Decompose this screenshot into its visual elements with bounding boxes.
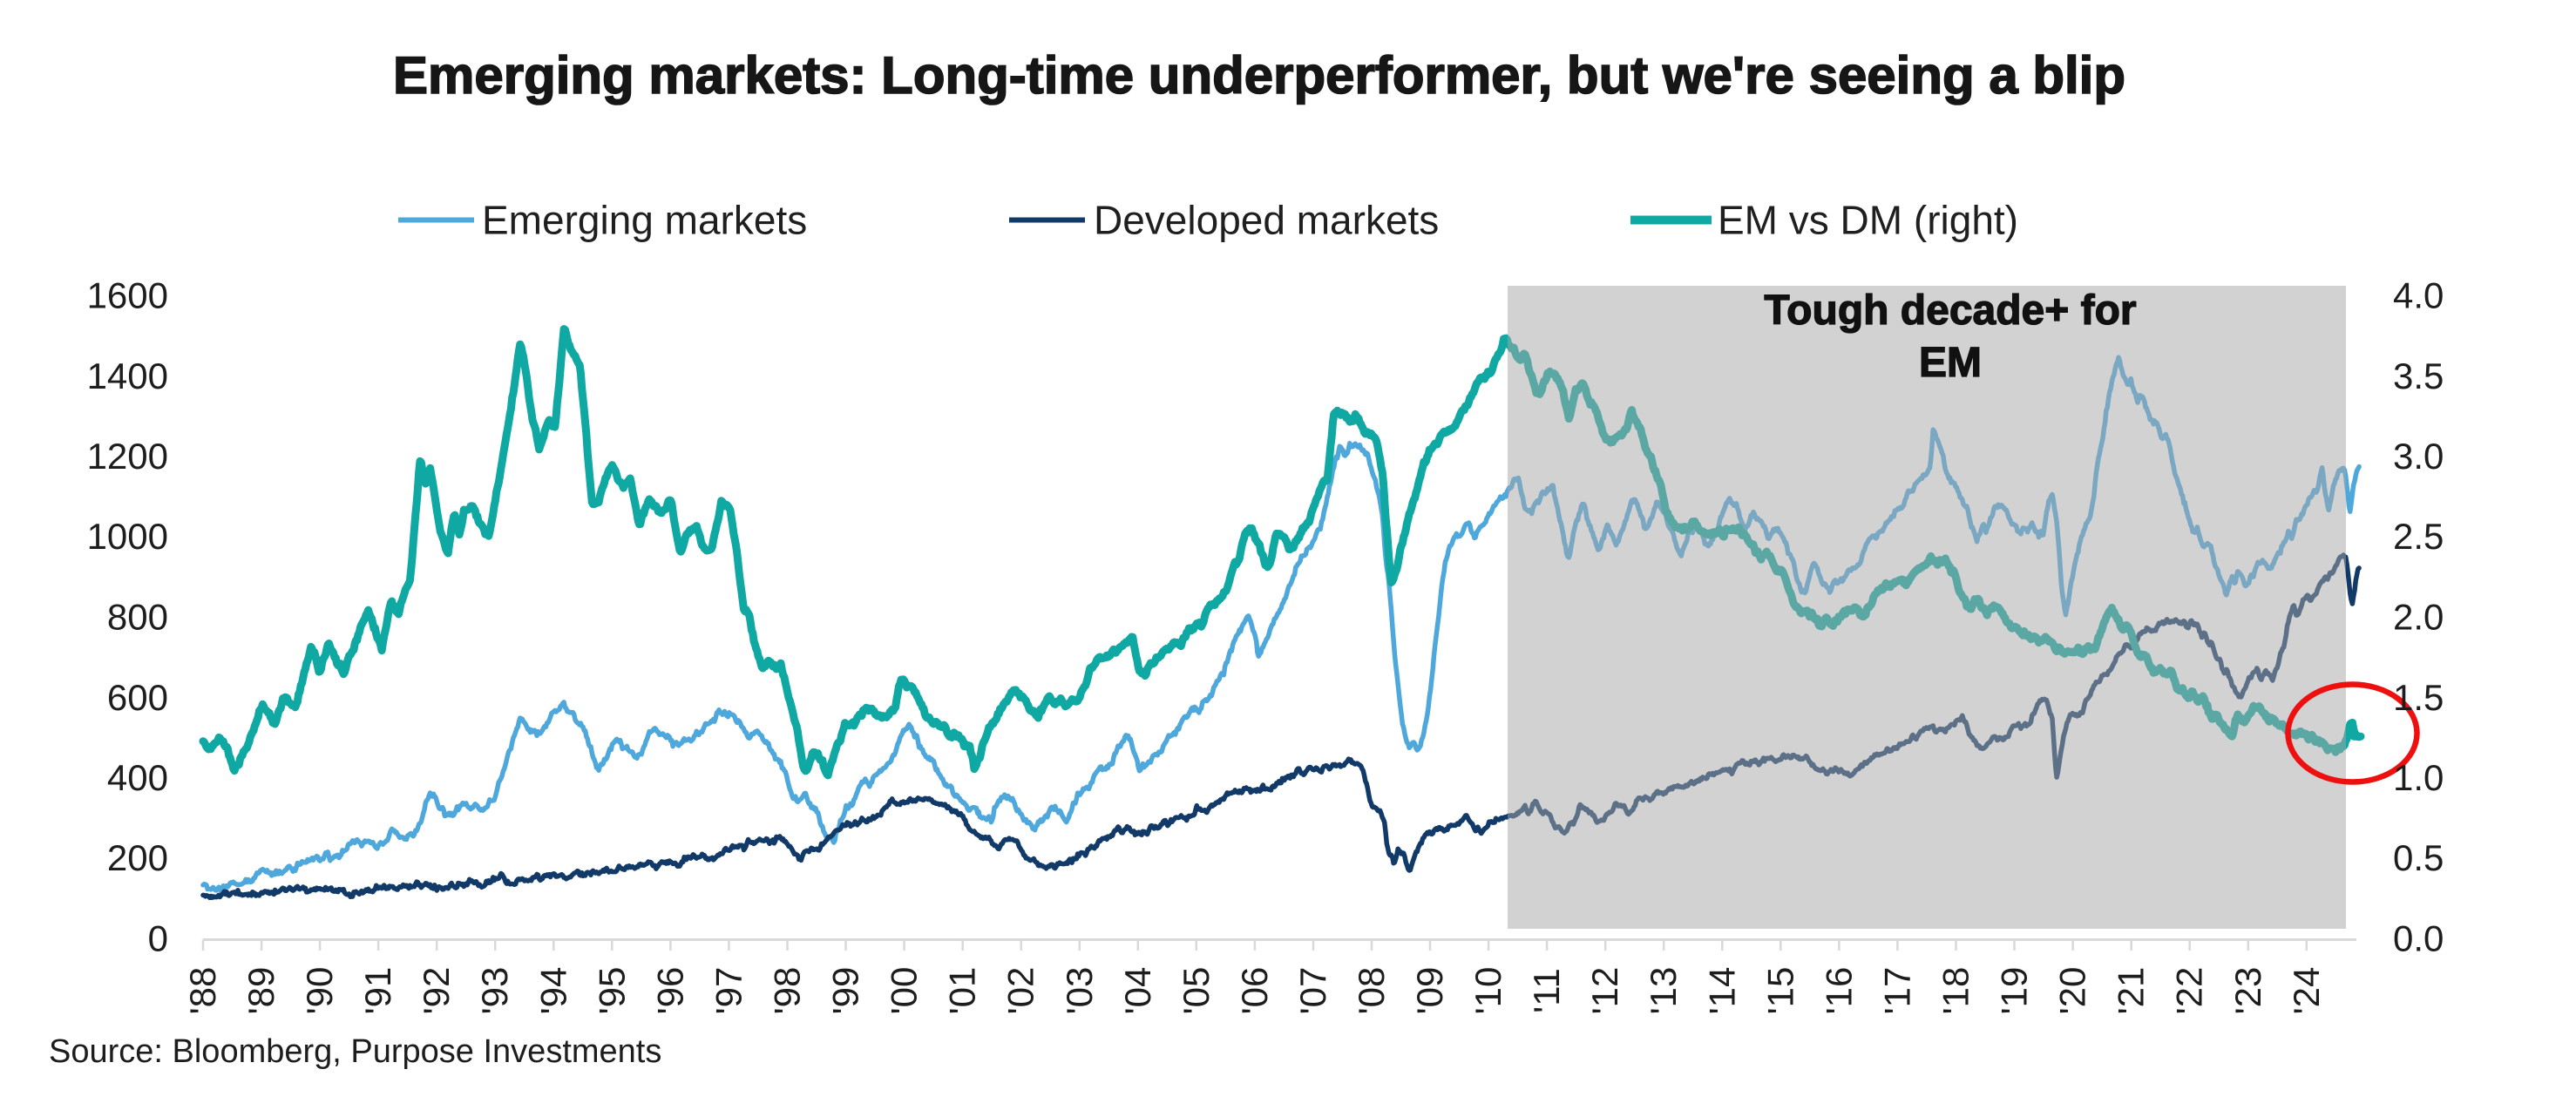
svg-text:Emerging markets: Emerging markets — [482, 198, 807, 243]
svg-text:'93: '93 — [474, 967, 515, 1015]
svg-text:0.5: 0.5 — [2393, 837, 2444, 878]
svg-text:'07: '07 — [1292, 967, 1333, 1015]
svg-text:1200: 1200 — [87, 436, 168, 477]
svg-text:EM vs DM (right): EM vs DM (right) — [1718, 198, 2018, 243]
svg-text:1400: 1400 — [87, 355, 168, 396]
svg-text:2.0: 2.0 — [2393, 597, 2444, 638]
svg-text:'18: '18 — [1935, 967, 1976, 1015]
svg-text:'23: '23 — [2227, 967, 2268, 1015]
svg-text:'89: '89 — [241, 967, 281, 1015]
svg-text:'10: '10 — [1468, 967, 1508, 1015]
svg-text:3.5: 3.5 — [2393, 355, 2444, 396]
svg-text:'01: '01 — [942, 967, 983, 1015]
svg-text:'09: '09 — [1409, 967, 1450, 1015]
svg-text:3.0: 3.0 — [2393, 436, 2444, 477]
svg-text:200: 200 — [107, 837, 168, 878]
svg-text:'95: '95 — [591, 967, 632, 1015]
svg-text:'94: '94 — [532, 967, 573, 1015]
svg-text:800: 800 — [107, 597, 168, 638]
svg-text:EM: EM — [1919, 340, 1982, 386]
svg-text:2.5: 2.5 — [2393, 516, 2444, 557]
svg-text:'17: '17 — [1876, 967, 1917, 1015]
svg-text:'90: '90 — [299, 967, 340, 1015]
svg-text:'92: '92 — [416, 967, 457, 1015]
svg-text:'21: '21 — [2111, 967, 2152, 1015]
svg-text:'99: '99 — [825, 967, 866, 1015]
svg-text:'91: '91 — [357, 967, 398, 1015]
svg-text:'14: '14 — [1701, 967, 1742, 1015]
svg-text:'12: '12 — [1584, 967, 1625, 1015]
svg-text:'13: '13 — [1643, 967, 1684, 1015]
svg-text:'98: '98 — [767, 967, 808, 1015]
svg-text:'15: '15 — [1759, 967, 1800, 1015]
svg-text:'20: '20 — [2052, 967, 2093, 1015]
svg-text:0.0: 0.0 — [2393, 918, 2444, 959]
svg-text:'11: '11 — [1526, 968, 1567, 1013]
svg-text:'04: '04 — [1117, 967, 1158, 1015]
svg-text:Tough decade+ for: Tough decade+ for — [1764, 288, 2136, 334]
svg-text:'88: '88 — [182, 967, 223, 1015]
svg-text:'24: '24 — [2286, 967, 2327, 1015]
svg-text:'03: '03 — [1059, 967, 1100, 1015]
svg-text:Developed markets: Developed markets — [1094, 198, 1439, 243]
svg-text:'97: '97 — [708, 967, 749, 1015]
svg-text:'16: '16 — [1818, 967, 1859, 1015]
svg-text:'08: '08 — [1351, 967, 1392, 1015]
svg-text:'22: '22 — [2169, 967, 2210, 1015]
svg-text:'02: '02 — [1000, 967, 1041, 1015]
svg-text:'96: '96 — [649, 967, 690, 1015]
svg-text:'06: '06 — [1234, 967, 1275, 1015]
svg-text:1000: 1000 — [87, 516, 168, 557]
svg-text:4.0: 4.0 — [2393, 275, 2444, 316]
svg-text:1.0: 1.0 — [2393, 757, 2444, 798]
svg-text:0: 0 — [148, 918, 168, 959]
svg-text:1600: 1600 — [87, 275, 168, 316]
svg-text:600: 600 — [107, 677, 168, 718]
svg-text:'19: '19 — [1994, 967, 2035, 1015]
svg-text:'05: '05 — [1176, 967, 1217, 1015]
svg-text:Emerging markets: Long-time un: Emerging markets: Long-time underperform… — [393, 46, 2125, 105]
svg-text:400: 400 — [107, 757, 168, 798]
svg-text:1.5: 1.5 — [2393, 677, 2444, 718]
svg-text:Source: Bloomberg, Purpose Inv: Source: Bloomberg, Purpose Investments — [49, 1033, 661, 1070]
svg-text:'00: '00 — [884, 967, 925, 1015]
